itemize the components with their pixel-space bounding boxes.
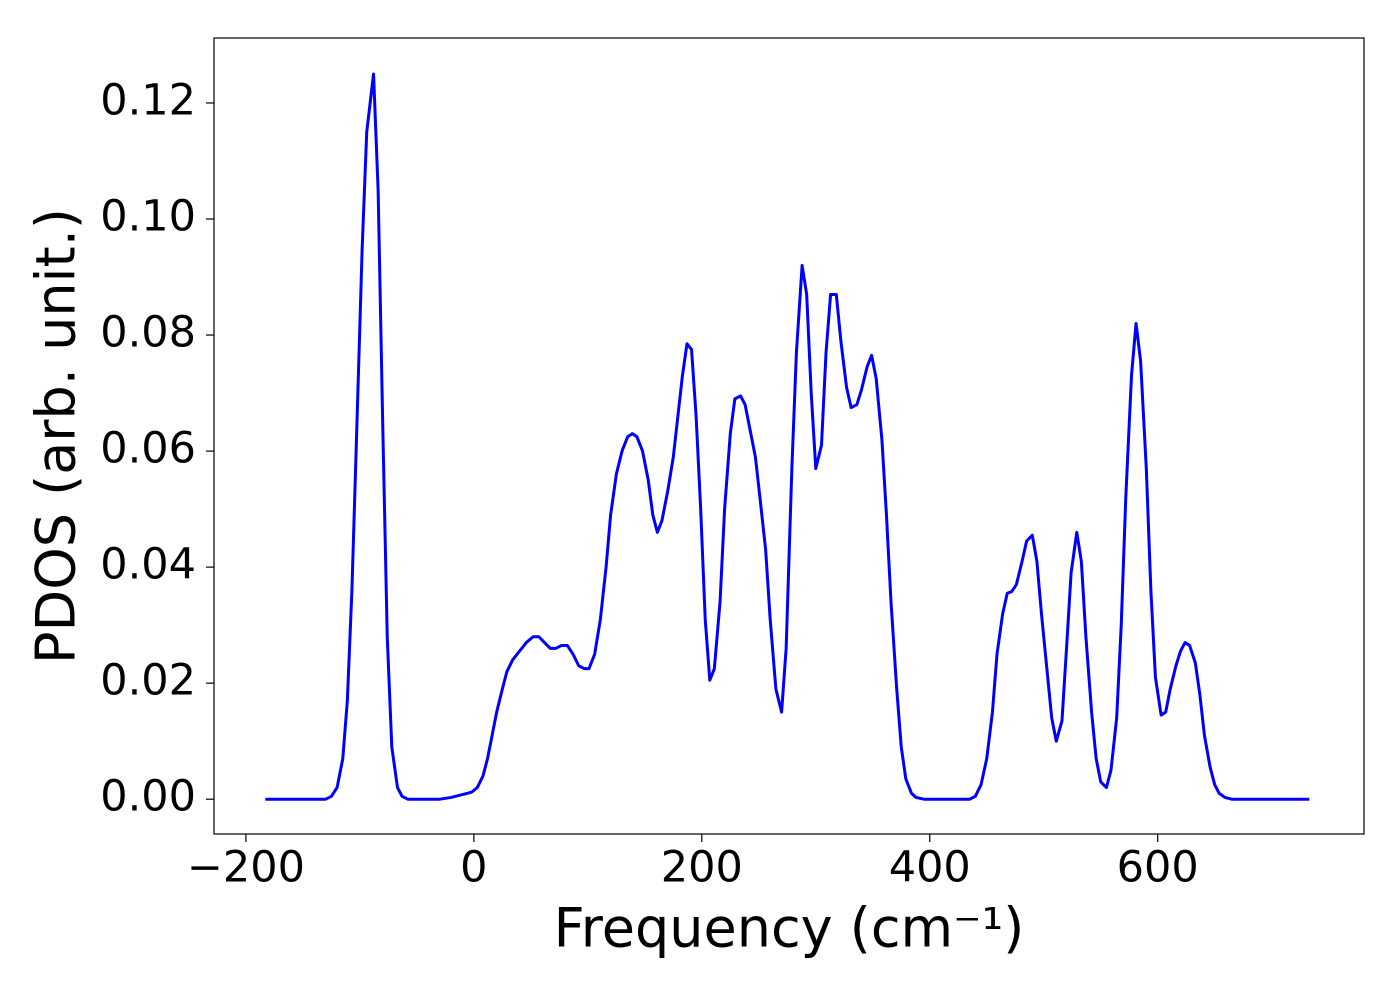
y-tick-label: 0.10	[100, 192, 196, 242]
y-tick-label: 0.04	[100, 540, 196, 590]
y-tick-label: 0.12	[100, 75, 196, 125]
x-tick-label: 400	[889, 843, 971, 893]
y-tick-label: 0.08	[100, 308, 196, 358]
x-tick-label: −200	[187, 843, 305, 893]
y-tick-label: 0.02	[100, 656, 196, 706]
x-tick-label: 600	[1117, 843, 1199, 893]
y-tick-label: 0.06	[100, 424, 196, 474]
y-tick-label: 0.00	[100, 772, 196, 822]
plot-frame	[213, 37, 1365, 835]
y-axis-label: PDOS (arb. unit.)	[25, 208, 88, 664]
x-axis-label: Frequency (cm⁻¹)	[554, 897, 1025, 960]
data-line	[265, 72, 1310, 801]
x-tick-label: 0	[460, 843, 487, 893]
x-tick-label: 200	[661, 843, 743, 893]
